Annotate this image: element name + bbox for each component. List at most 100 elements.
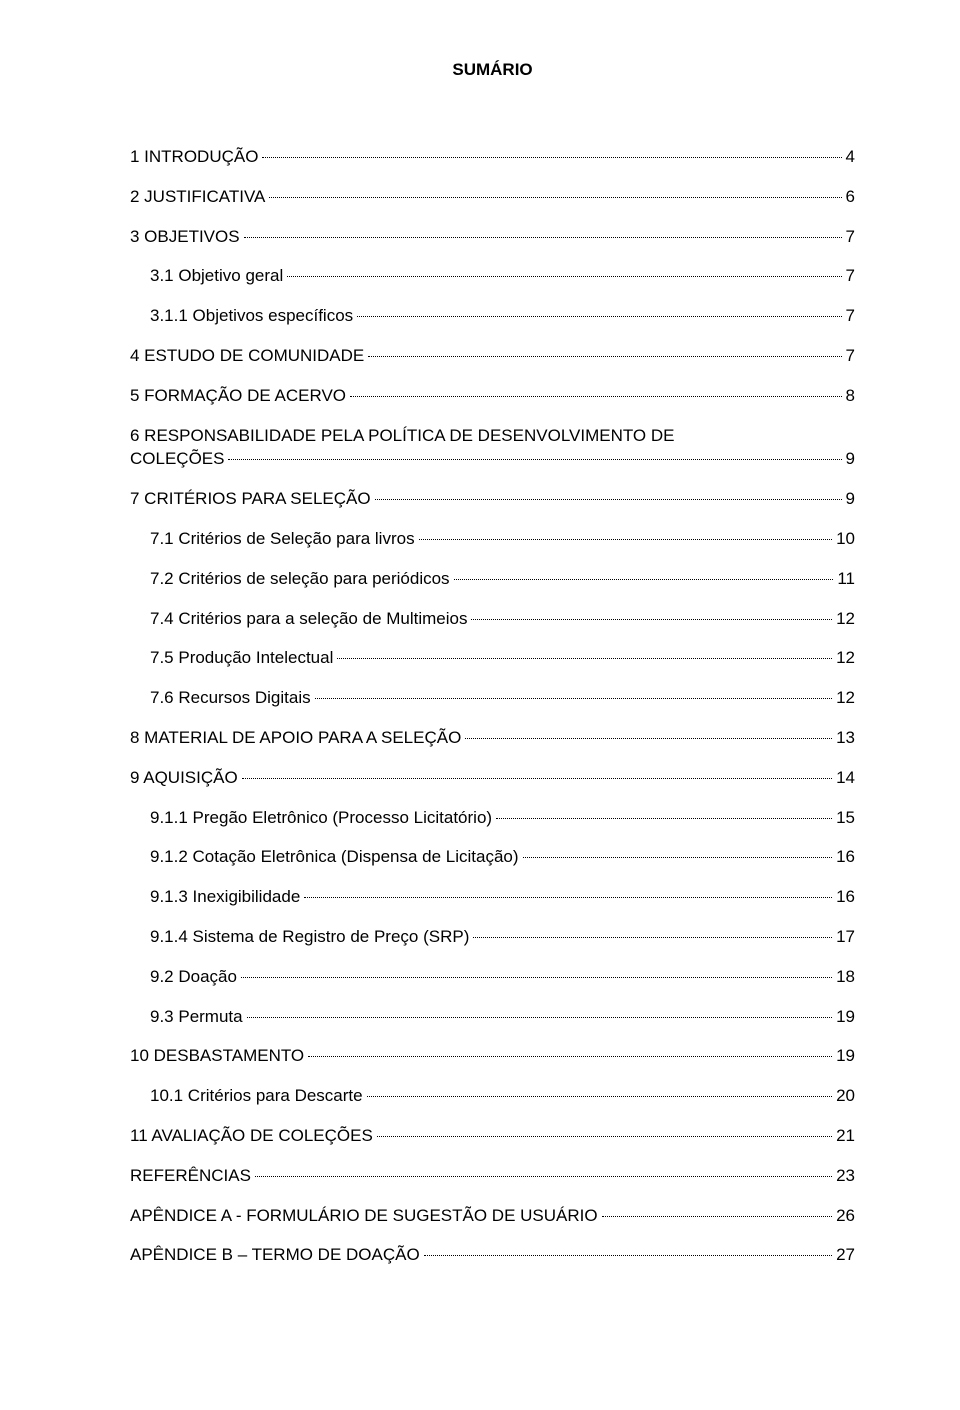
toc-label: 7.1 Critérios de Seleção para livros [150, 527, 415, 551]
toc-page-number: 20 [836, 1084, 855, 1108]
toc-label: COLEÇÕES [130, 447, 224, 471]
toc-page-number: 7 [846, 304, 855, 328]
toc-label: 2 JUSTIFICATIVA [130, 185, 265, 209]
toc-page-number: 10 [836, 527, 855, 551]
toc-entry: APÊNDICE B – TERMO DE DOAÇÃO 27 [130, 1243, 855, 1267]
toc-leaders [523, 857, 833, 858]
toc-leaders [350, 396, 842, 397]
toc-label: 3 OBJETIVOS [130, 225, 240, 249]
toc-page-number: 11 [837, 567, 855, 591]
toc-leaders [244, 237, 842, 238]
toc-entry: 2 JUSTIFICATIVA 6 [130, 185, 855, 209]
toc-page-number: 15 [836, 806, 855, 830]
toc-page-number: 16 [836, 885, 855, 909]
toc-leaders [471, 619, 832, 620]
toc-entry: 7.4 Critérios para a seleção de Multimei… [130, 607, 855, 631]
toc-leaders [308, 1056, 832, 1057]
toc-leaders [242, 778, 832, 779]
toc-entry: 9.2 Doação 18 [130, 965, 855, 989]
toc-label: 6 RESPONSABILIDADE PELA POLÍTICA DE DESE… [130, 424, 855, 448]
toc-label: 8 MATERIAL DE APOIO PARA A SELEÇÃO [130, 726, 461, 750]
toc-label: 9.1.1 Pregão Eletrônico (Processo Licita… [150, 806, 492, 830]
toc-entry: 10.1 Critérios para Descarte 20 [130, 1084, 855, 1108]
toc-leaders [377, 1136, 832, 1137]
toc-entry: 10 DESBASTAMENTO19 [130, 1044, 855, 1068]
page-container: SUMÁRIO 1 INTRODUÇÃO42 JUSTIFICATIVA63 O… [0, 0, 960, 1343]
toc-leaders [473, 937, 832, 938]
toc-label: 1 INTRODUÇÃO [130, 145, 258, 169]
toc-page-number: 17 [836, 925, 855, 949]
toc-page-number: 8 [846, 384, 855, 408]
toc-entry: 6 RESPONSABILIDADE PELA POLÍTICA DE DESE… [130, 424, 855, 472]
toc-leaders [247, 1017, 832, 1018]
toc-entry: 7.5 Produção Intelectual 12 [130, 646, 855, 670]
toc-label: 5 FORMAÇÃO DE ACERVO [130, 384, 346, 408]
toc-label: 10 DESBASTAMENTO [130, 1044, 304, 1068]
toc-label: 7 CRITÉRIOS PARA SELEÇÃO [130, 487, 371, 511]
toc-entry: 9.1.2 Cotação Eletrônica (Dispensa de Li… [130, 845, 855, 869]
toc-label: 11 AVALIAÇÃO DE COLEÇÕES [130, 1124, 373, 1148]
toc-entry: 5 FORMAÇÃO DE ACERVO 8 [130, 384, 855, 408]
toc-leaders [262, 157, 841, 158]
toc-leaders [357, 316, 841, 317]
toc-label: 4 ESTUDO DE COMUNIDADE [130, 344, 364, 368]
toc-leaders [255, 1176, 832, 1177]
toc-label: REFERÊNCIAS [130, 1164, 251, 1188]
toc-page-number: 12 [836, 646, 855, 670]
toc-entry: 9 AQUISIÇÃO14 [130, 766, 855, 790]
toc-page-number: 26 [836, 1204, 855, 1228]
toc-page-number: 23 [836, 1164, 855, 1188]
toc-entry: 3.1 Objetivo geral 7 [130, 264, 855, 288]
toc-page-number: 4 [846, 145, 855, 169]
toc-entry: 7.1 Critérios de Seleção para livros 10 [130, 527, 855, 551]
toc-entry: 8 MATERIAL DE APOIO PARA A SELEÇÃO 13 [130, 726, 855, 750]
toc-leaders [241, 977, 832, 978]
toc-leaders [419, 539, 833, 540]
toc-label: APÊNDICE B – TERMO DE DOAÇÃO [130, 1243, 420, 1267]
toc-page-number: 7 [846, 264, 855, 288]
toc-label: 3.1.1 Objetivos específicos [150, 304, 353, 328]
toc-entry: 1 INTRODUÇÃO 4 [130, 145, 855, 169]
toc-leaders [496, 818, 832, 819]
toc-label: 9.1.3 Inexigibilidade [150, 885, 300, 909]
toc-entry: 4 ESTUDO DE COMUNIDADE 7 [130, 344, 855, 368]
toc-label: 7.5 Produção Intelectual [150, 646, 333, 670]
toc-label: 7.2 Critérios de seleção para periódicos [150, 567, 450, 591]
toc-entry: 9.3 Permuta 19 [130, 1005, 855, 1029]
toc-entry: 9.1.4 Sistema de Registro de Preço (SRP)… [130, 925, 855, 949]
toc-page-number: 21 [836, 1124, 855, 1148]
toc-leaders [269, 197, 841, 198]
toc-entry: 9.1.1 Pregão Eletrônico (Processo Licita… [130, 806, 855, 830]
toc-entry: 11 AVALIAÇÃO DE COLEÇÕES 21 [130, 1124, 855, 1148]
toc-entry: 7.6 Recursos Digitais12 [130, 686, 855, 710]
toc-label: 9.3 Permuta [150, 1005, 243, 1029]
toc-leaders [315, 698, 832, 699]
toc-entry: COLEÇÕES9 [130, 447, 855, 471]
toc-entry: 3 OBJETIVOS 7 [130, 225, 855, 249]
toc-label: 7.6 Recursos Digitais [150, 686, 311, 710]
toc-leaders [602, 1216, 832, 1217]
toc-label: 10.1 Critérios para Descarte [150, 1084, 363, 1108]
toc-page-number: 19 [836, 1005, 855, 1029]
toc-page-number: 6 [846, 185, 855, 209]
toc-leaders [454, 579, 834, 580]
toc-entry: APÊNDICE A - FORMULÁRIO DE SUGESTÃO DE U… [130, 1204, 855, 1228]
toc-page-number: 13 [836, 726, 855, 750]
toc-label: 7.4 Critérios para a seleção de Multimei… [150, 607, 467, 631]
toc-leaders [375, 499, 842, 500]
toc-label: 9.2 Doação [150, 965, 237, 989]
toc-entry: 9.1.3 Inexigibilidade 16 [130, 885, 855, 909]
toc-page-number: 7 [846, 225, 855, 249]
toc-label: 9.1.2 Cotação Eletrônica (Dispensa de Li… [150, 845, 519, 869]
toc-leaders [287, 276, 841, 277]
toc-label: 3.1 Objetivo geral [150, 264, 283, 288]
toc-page-number: 7 [846, 344, 855, 368]
toc-page-number: 27 [836, 1243, 855, 1267]
toc-leaders [367, 1096, 832, 1097]
toc-page-number: 16 [836, 845, 855, 869]
toc-entry: 7 CRITÉRIOS PARA SELEÇÃO9 [130, 487, 855, 511]
toc-leaders [304, 897, 832, 898]
toc-page-number: 18 [836, 965, 855, 989]
toc-leaders [368, 356, 841, 357]
toc-label: 9 AQUISIÇÃO [130, 766, 238, 790]
